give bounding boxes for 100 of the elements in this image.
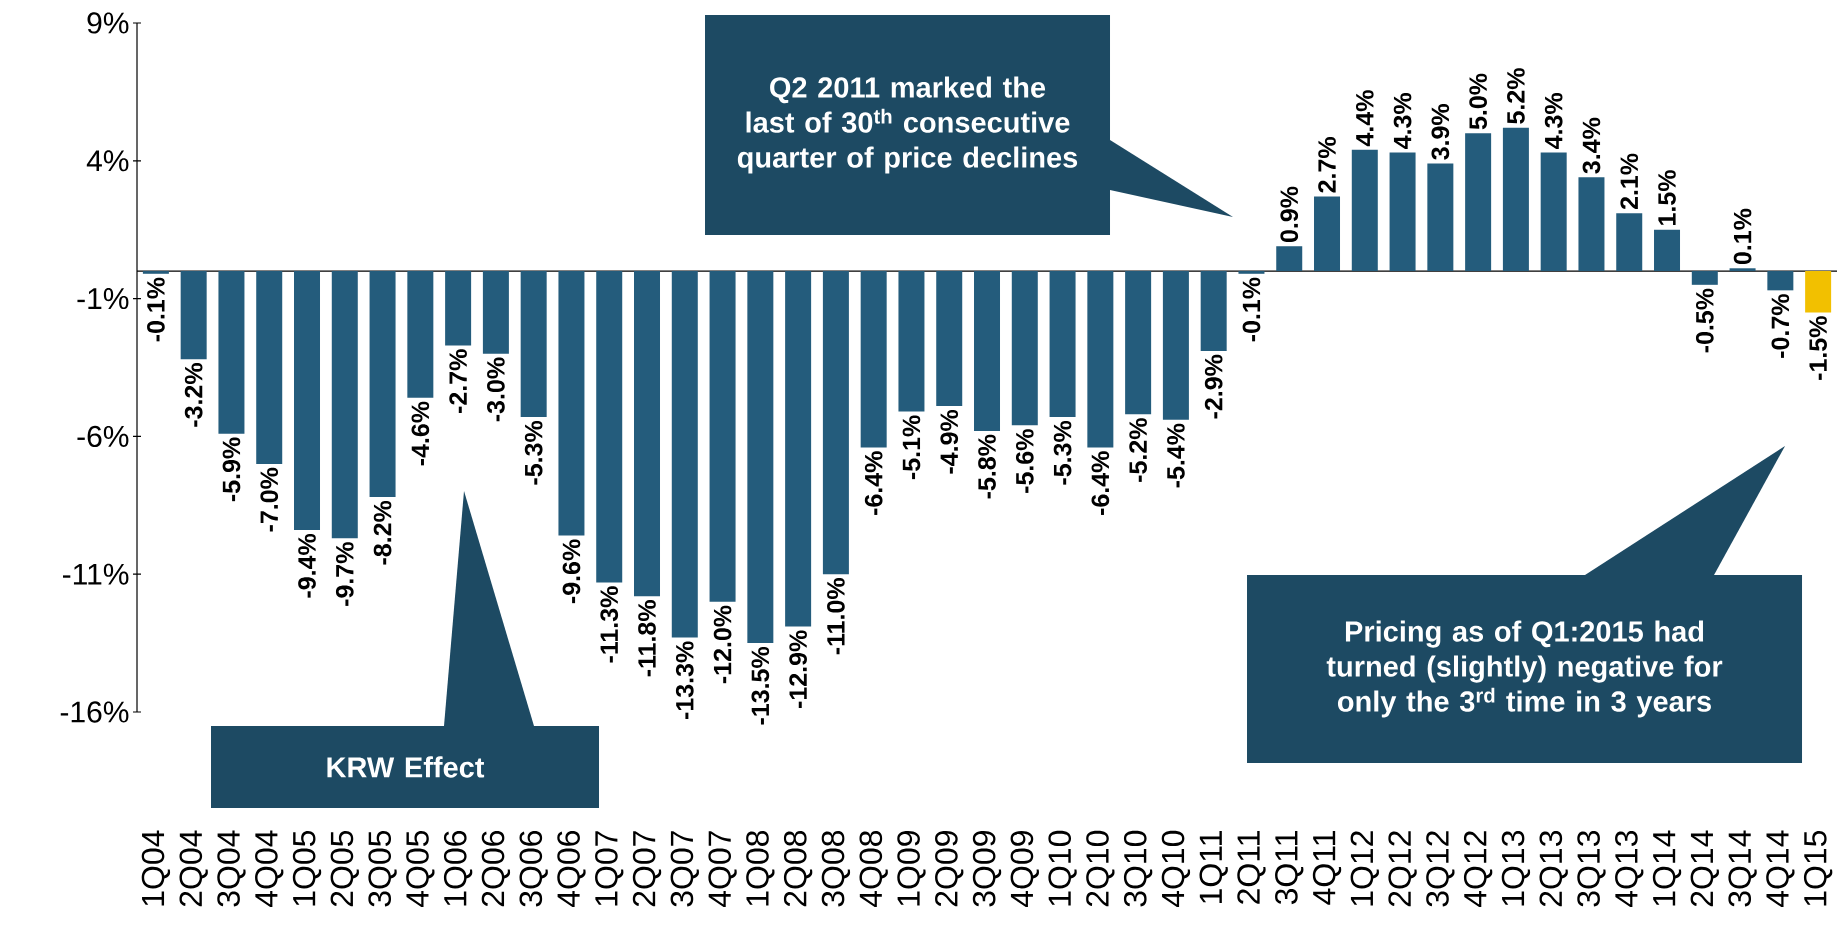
- x-tick-label: 3Q11: [1275, 831, 1304, 905]
- data-label: 5.2%: [1507, 68, 1525, 124]
- data-label: -6.4%: [1091, 451, 1110, 515]
- bar: [445, 271, 472, 346]
- x-tick-label: 2Q06: [481, 830, 511, 907]
- data-label: -12.9%: [789, 630, 807, 708]
- bar: [482, 271, 509, 354]
- data-label: -2.7%: [449, 349, 467, 413]
- x-tick-label: 1Q04: [141, 830, 171, 906]
- x-tick-label: 2Q10: [1086, 830, 1115, 907]
- x-tick-label: 1Q12: [1350, 831, 1379, 906]
- data-label: 3.4%: [1582, 117, 1601, 174]
- x-tick-label: 1Q14: [1652, 830, 1682, 906]
- x-tick-label: 4Q08: [859, 830, 888, 908]
- bar: [331, 271, 358, 539]
- y-tick-label: 4%: [86, 150, 129, 172]
- x-tick-label: 1Q09: [897, 831, 926, 906]
- data-label: 0.9%: [1280, 186, 1299, 243]
- bar: [1351, 149, 1378, 272]
- bar: [860, 271, 887, 448]
- data-label: 2.7%: [1318, 137, 1336, 193]
- bar: [785, 271, 812, 627]
- bar: [1465, 133, 1492, 272]
- bar: [747, 271, 774, 644]
- data-label: -3.2%: [184, 363, 203, 427]
- data-label: -12.0%: [713, 605, 732, 684]
- y-tick-label: -11%: [63, 563, 129, 585]
- bar: [1011, 271, 1038, 426]
- data-label: -5.6%: [1015, 429, 1034, 493]
- data-label: -5.3%: [1053, 420, 1072, 485]
- x-tick-label: 4Q12: [1463, 831, 1493, 908]
- x-tick-label: 1Q10: [1048, 830, 1077, 906]
- bar: [1162, 271, 1189, 420]
- bar: [1805, 271, 1832, 313]
- bar: [1049, 271, 1076, 418]
- x-tick-label: 2Q11: [1237, 831, 1266, 904]
- bar: [1276, 246, 1303, 272]
- data-label: -5.9%: [222, 437, 241, 502]
- x-tick-label: 3Q04: [217, 830, 246, 907]
- x-tick-label: 3Q13: [1577, 830, 1606, 907]
- bar: [1238, 271, 1265, 274]
- bar: [1087, 271, 1114, 448]
- x-tick-label: 1Q11: [1199, 831, 1228, 904]
- bar: [1427, 163, 1454, 272]
- bar: [1691, 271, 1718, 285]
- bar: [1540, 152, 1567, 272]
- bar: [218, 271, 245, 434]
- x-tick-label: 2Q07: [632, 831, 662, 907]
- bar: [558, 271, 585, 536]
- data-label: -11.8%: [638, 600, 656, 677]
- x-tick-label: 4Q05: [406, 830, 435, 908]
- x-tick-label: 1Q13: [1501, 830, 1531, 906]
- x-tick-label: 2Q14: [1690, 830, 1719, 907]
- y-tick-label: -1%: [77, 288, 129, 310]
- x-tick-label: 3Q08: [821, 830, 851, 907]
- data-label: -2.9%: [1204, 354, 1223, 419]
- x-tick-label: 4Q11: [1312, 831, 1342, 905]
- bar: [596, 271, 623, 583]
- x-tick-label: 1Q07: [595, 831, 624, 906]
- data-label: 2.1%: [1620, 153, 1639, 210]
- data-label: 1.5%: [1658, 170, 1676, 225]
- data-label: -0.7%: [1771, 294, 1790, 358]
- bar: [1616, 213, 1643, 272]
- x-tick-label: 4Q07: [708, 831, 737, 908]
- bar: [520, 271, 547, 418]
- x-tick-label: 3Q12: [1426, 831, 1455, 907]
- x-tick-label: 1Q15: [1803, 830, 1833, 906]
- bar: [898, 271, 925, 412]
- data-label: -5.8%: [978, 434, 996, 499]
- x-tick-label: 4Q06: [557, 830, 586, 908]
- x-tick-label: 4Q10: [1161, 830, 1191, 908]
- data-label: -9.6%: [562, 539, 581, 604]
- x-tick-label: 3Q07: [670, 831, 699, 907]
- x-tick-label: 2Q04: [179, 830, 208, 907]
- data-label: -0.1%: [1242, 277, 1261, 342]
- y-tick-label: -16%: [60, 701, 129, 723]
- data-label: -11.3%: [600, 586, 619, 663]
- x-tick-label: 3Q06: [519, 830, 548, 907]
- bar: [180, 271, 207, 360]
- bar: [1729, 268, 1756, 272]
- data-label: -1.5%: [1809, 316, 1827, 380]
- x-tick-label: 3Q14: [1728, 830, 1757, 907]
- bar: [974, 271, 1001, 431]
- data-label: 3.9%: [1431, 104, 1450, 160]
- x-tick-label: 2Q08: [783, 830, 813, 907]
- data-label: 4.3%: [1393, 93, 1412, 149]
- bar: [709, 271, 736, 602]
- data-label: -4.9%: [940, 409, 959, 474]
- x-tick-label: 4Q13: [1615, 830, 1644, 908]
- data-label: -5.2%: [1129, 418, 1147, 482]
- data-label: 4.3%: [1544, 93, 1563, 149]
- x-tick-label: 4Q04: [255, 830, 284, 908]
- data-label: -4.6%: [411, 401, 430, 466]
- bar: [1654, 229, 1681, 272]
- x-tick-label: 2Q05: [330, 830, 359, 907]
- bar: [634, 271, 661, 597]
- x-tick-label: 4Q09: [1010, 831, 1039, 908]
- y-tick-label: 9%: [87, 12, 129, 34]
- data-label: -5.1%: [902, 415, 921, 480]
- x-tick-label: 3Q09: [972, 831, 1002, 907]
